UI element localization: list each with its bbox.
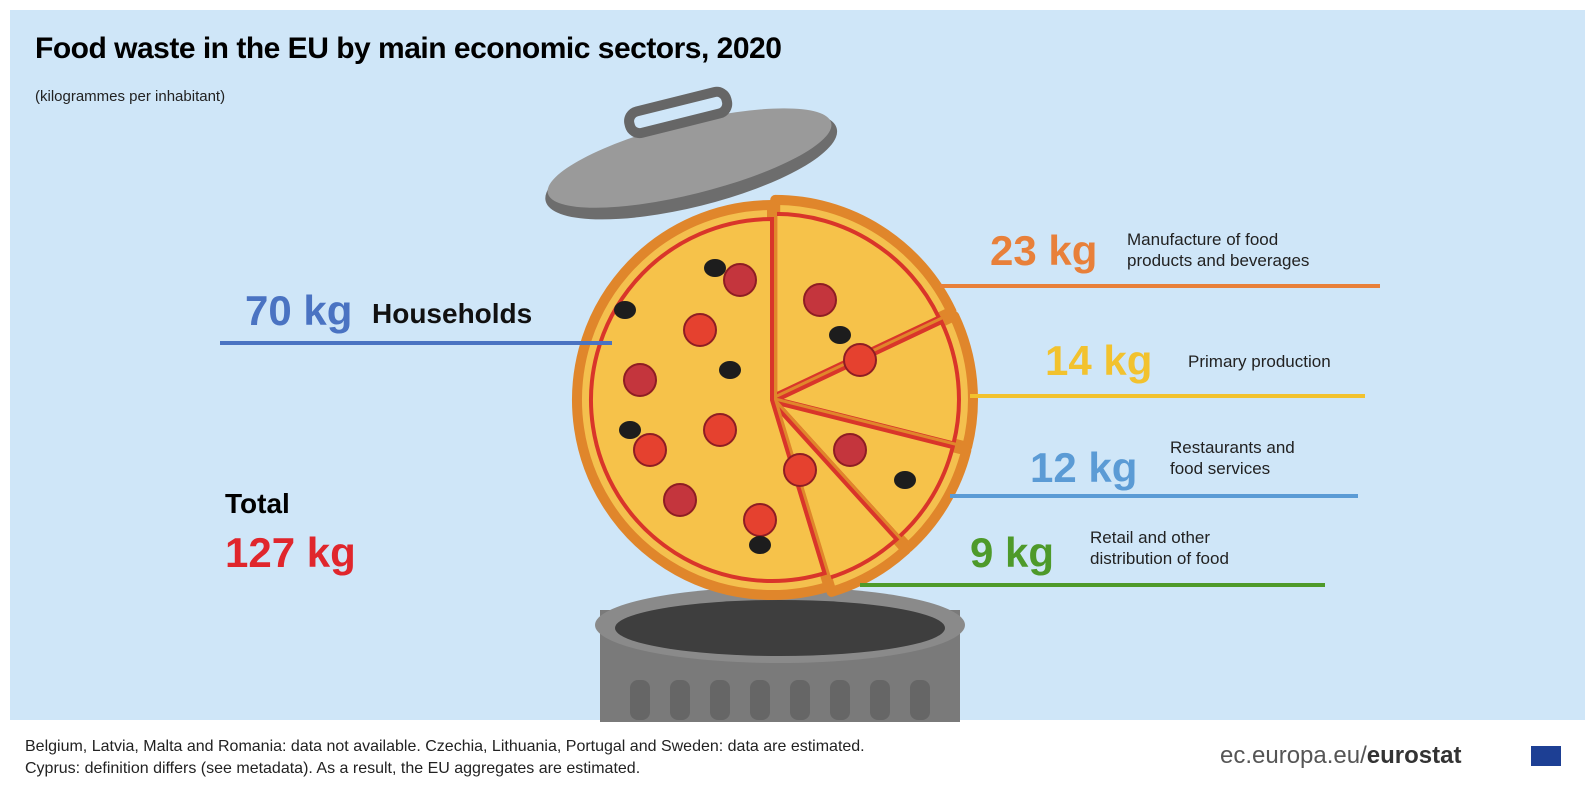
pizza-sauce — [771, 399, 956, 541]
value-label: 70 kg — [245, 287, 353, 334]
source-name: eurostat — [1366, 742, 1462, 769]
topping — [663, 483, 697, 517]
topping — [703, 413, 737, 447]
category-label: Retail and other distribution of food — [1090, 528, 1229, 569]
topping — [783, 453, 817, 487]
topping — [683, 313, 717, 347]
pizza-sauce — [773, 211, 942, 399]
trash-lid — [545, 86, 838, 220]
topping — [743, 503, 777, 537]
category-label: Primary production — [1188, 352, 1331, 371]
olive — [749, 536, 771, 554]
olive — [894, 471, 916, 489]
source: ec.europa.eu/eurostat — [1220, 742, 1461, 770]
footnote: Cyprus: definition differs (see metadata… — [25, 760, 641, 777]
trash-bin — [595, 587, 965, 722]
olive — [704, 259, 726, 277]
chart-title: Food waste in the EU by main economic se… — [35, 32, 782, 65]
leader-lines — [220, 284, 1380, 587]
total-value: 127 kg — [225, 529, 356, 576]
value-label: 9 kg — [970, 529, 1055, 576]
topping — [633, 433, 667, 467]
category-label: Restaurants and food services — [1170, 438, 1295, 479]
olive — [829, 326, 851, 344]
olive — [619, 421, 641, 439]
total-label: Total — [225, 488, 290, 519]
pizza — [572, 194, 978, 600]
pizza-sauce — [772, 319, 961, 446]
chart-subtitle: (kilogrammes per inhabitant) — [35, 88, 226, 105]
eu-flag — [1531, 746, 1561, 766]
footnote: Belgium, Latvia, Malta and Romania: data… — [25, 738, 865, 755]
topping — [623, 363, 657, 397]
topping — [723, 263, 757, 297]
value-label: 23 kg — [990, 227, 1098, 274]
category-label: Households — [372, 298, 533, 329]
pizza-sauce — [589, 216, 828, 583]
olive — [614, 301, 636, 319]
olive — [719, 361, 741, 379]
topping — [833, 433, 867, 467]
value-label: 12 kg — [1030, 444, 1138, 491]
topping — [803, 283, 837, 317]
category-label: Manufacture of food products and beverag… — [1127, 230, 1310, 271]
value-label: 14 kg — [1045, 337, 1153, 384]
topping — [843, 343, 877, 377]
source-site: ec.europa.eu/ — [1220, 742, 1367, 769]
